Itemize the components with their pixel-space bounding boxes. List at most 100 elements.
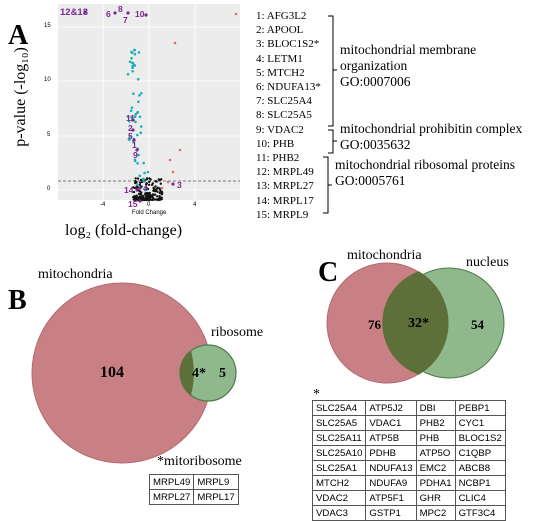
volcano-point: [133, 48, 136, 52]
venn-c-overlap: [382, 271, 449, 375]
volcano-point: [137, 51, 141, 54]
volcano-point: [159, 182, 162, 185]
volcano-point: [139, 181, 142, 184]
volcano-point: [137, 153, 140, 157]
gene-item: 8: SLC25A5: [256, 109, 312, 122]
venn-b-footnote: *mitoribosome: [157, 454, 242, 469]
point-label-5: 5: [128, 131, 133, 141]
table-cell: MTCH2: [311, 475, 367, 491]
table-cell: MRPL9: [193, 474, 239, 490]
volcano-point: [136, 133, 139, 137]
table-row: MRPL49 MRPL9: [148, 474, 239, 490]
volcano-point: [139, 192, 142, 196]
volcano-point: [146, 196, 149, 200]
point-label-15: 15: [128, 199, 138, 209]
gene-item: 5: MTCH2: [256, 66, 305, 79]
venn-c-overlap-count: 32*: [408, 316, 429, 331]
volcano-point: [139, 197, 142, 200]
volcano-point: [113, 11, 117, 15]
volcano-point: [143, 171, 146, 175]
venn-b-overlap: [179, 350, 194, 396]
table-cell: SLC25A4: [311, 400, 367, 416]
volcano-point: [171, 182, 175, 186]
volcano-point: [136, 110, 140, 114]
table-cell: MRPL17: [193, 489, 239, 505]
volcano-point: [132, 190, 136, 194]
point-label-12-13: 12&13: [60, 7, 88, 18]
x-tick-4: 4: [193, 202, 197, 208]
volcano-point: [145, 177, 149, 180]
table-cell: ATP5B: [365, 430, 417, 446]
gene-item: 2: APOOL: [256, 24, 304, 37]
volcano-point: [139, 131, 143, 134]
gene-item: 3: BLOC1S2*: [256, 38, 320, 51]
volcano-point: [130, 116, 133, 119]
volcano-point: [147, 183, 151, 186]
volcano-xlabel: log₂ (fold-change): [65, 222, 183, 239]
volcano-point: [150, 183, 154, 187]
table-row: SLC25A11 ATP5B PHB BLOC1S2: [311, 430, 506, 446]
volcano-point: [134, 120, 137, 124]
go-group-membrane: mitochondrial membrane organization GO:0…: [340, 42, 477, 89]
point-label-10: 10: [135, 9, 145, 19]
gene-list: 1: AFG3L2 2: APOOL 3: BLOC1S2* 4: LETM1 …: [256, 9, 321, 222]
volcano-point: [152, 198, 155, 201]
table-row: SLC25A1 NDUFA13 EMC2 ABCB8: [311, 460, 506, 476]
table-row: SLC25A10 PDHB ATP5O C1QBP: [311, 445, 506, 461]
volcano-point: [142, 180, 145, 183]
volcano-point: [132, 92, 135, 95]
volcano-point: [144, 13, 148, 17]
volcano-point: [133, 196, 136, 199]
volcano-point: [138, 174, 142, 178]
point-label-8: 8: [118, 4, 123, 14]
table-cell: NDUFA9: [365, 475, 417, 491]
gene-item: 7: SLC25A4: [256, 95, 312, 108]
volcano-point: [141, 198, 144, 201]
volcano-point: [134, 177, 137, 180]
gene-item: 15: MRPL9: [256, 208, 309, 221]
table-cell: EMC2: [415, 460, 456, 476]
mitoribosome-table: MRPL49 MRPL9 MRPL27 MRPL17: [148, 474, 239, 505]
volcano-point: [160, 196, 163, 199]
volcano-point: [130, 106, 134, 109]
table-cell: DBI: [415, 400, 456, 416]
x-tick-0: 0: [147, 202, 151, 208]
volcano-point: [133, 159, 137, 163]
x-tick-neg4: -4: [100, 202, 106, 208]
table-row: SLC25A4 ATP5J2 DBI PEBP1: [311, 400, 506, 416]
volcano-point: [140, 92, 143, 95]
volcano-point: [138, 94, 141, 97]
venn-b-right-count: 5: [219, 366, 226, 381]
bracket-prohibitin: [328, 129, 337, 154]
table-cell: SLC25A10: [311, 445, 367, 461]
volcano-point: [148, 180, 151, 184]
point-label-7: 7: [123, 15, 128, 25]
point-label-1: 1: [132, 140, 137, 150]
table-cell: VDAC2: [311, 490, 367, 506]
volcano-point: [137, 196, 140, 200]
panel-letter-b: B: [8, 285, 27, 316]
volcano-point: [130, 56, 133, 60]
y-tick-15: 15: [44, 23, 51, 29]
volcano-point: [145, 192, 148, 195]
volcano-point: [155, 195, 159, 198]
table-cell: ATP5O: [415, 445, 456, 461]
volcano-point: [139, 125, 143, 128]
table-cell: C1QBP: [454, 445, 506, 461]
volcano-point: [126, 11, 130, 15]
point-label-9: 9: [133, 150, 138, 160]
table-cell: PEBP1: [454, 400, 506, 416]
volcano-point: [138, 183, 142, 186]
volcano-point: [129, 109, 133, 113]
go-group-prohibitin: mitochondrial prohibitin complex GO:0035…: [340, 121, 523, 152]
volcano-point: [145, 182, 148, 185]
venn-b-left-count: 104: [100, 364, 124, 381]
volcano-point: [134, 113, 137, 116]
table-row: VDAC3 GSTP1 MPC2 GTF3C4: [311, 505, 506, 521]
volcano-point: [133, 186, 136, 190]
volcano-point: [138, 115, 142, 119]
table-cell: SLC25A5: [311, 415, 367, 431]
